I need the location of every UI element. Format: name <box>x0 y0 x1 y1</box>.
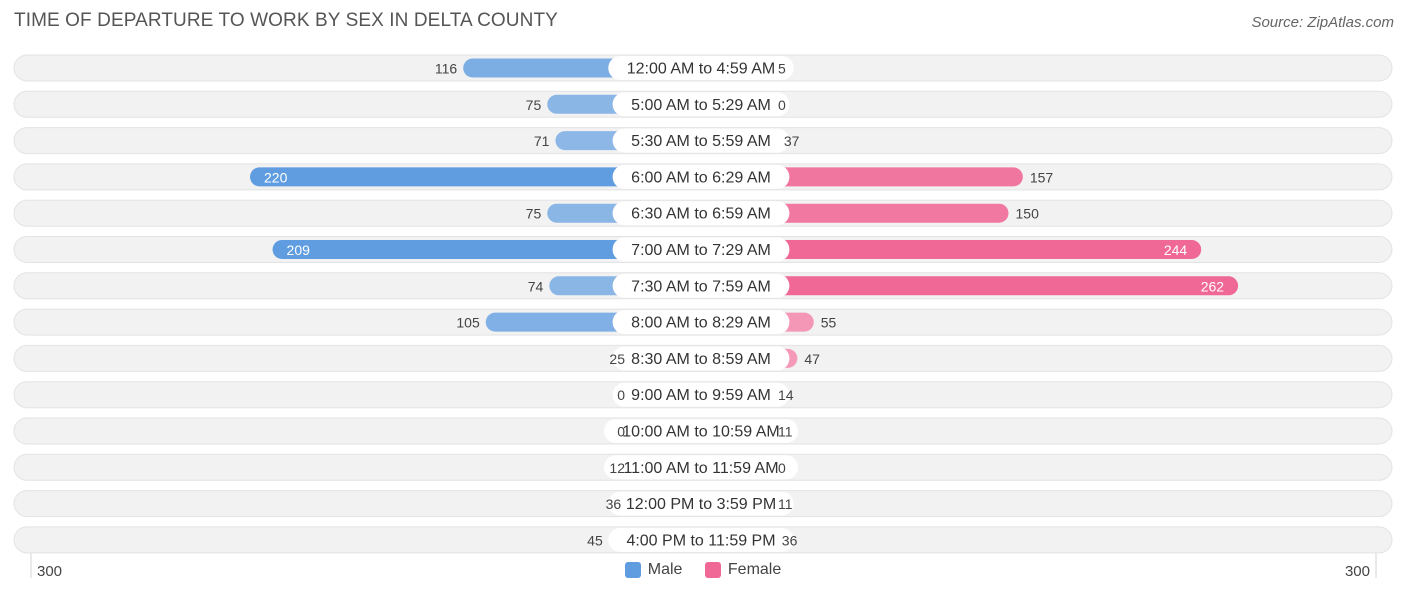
category-label-bg <box>612 201 790 226</box>
category-label-bg <box>608 527 794 552</box>
male-value-label: 71 <box>534 133 550 149</box>
category-label-bg <box>612 346 790 371</box>
male-value-label: 74 <box>528 278 544 294</box>
category-label: 6:30 AM to 6:59 AM <box>631 206 771 223</box>
legend-item-male[interactable]: Male <box>624 561 683 579</box>
legend-swatch-female <box>704 562 721 578</box>
category-label: 5:30 AM to 5:59 AM <box>631 133 771 150</box>
category-label-bg <box>604 419 798 443</box>
chart-title: TIME OF DEPARTURE TO WORK BY SEX IN DELT… <box>14 10 558 31</box>
female-value-label: 55 <box>821 315 837 331</box>
male-value-label: 220 <box>264 169 288 185</box>
category-label-bg <box>612 92 790 117</box>
male-value-label: 0 <box>617 424 625 440</box>
category-label-bg <box>612 382 790 407</box>
category-label-bg <box>612 164 790 189</box>
category-label: 12:00 PM to 3:59 PM <box>626 496 776 513</box>
legend-swatch-male <box>624 562 641 578</box>
female-value-label: 0 <box>778 460 786 476</box>
male-bar <box>250 167 701 187</box>
category-label: 11:00 AM to 11:59 AM <box>623 460 778 477</box>
category-label: 7:00 AM to 7:29 AM <box>631 242 771 259</box>
category-label-bg <box>604 455 798 480</box>
female-value-label: 11 <box>778 424 793 440</box>
female-value-label: 37 <box>784 133 800 149</box>
female-value-label: 262 <box>1201 278 1225 294</box>
male-value-label: 45 <box>587 532 603 548</box>
category-label: 6:00 AM to 6:29 AM <box>631 169 771 186</box>
male-value-label: 116 <box>435 61 458 77</box>
female-bar <box>701 276 1239 296</box>
female-value-label: 150 <box>1016 206 1040 222</box>
female-value-label: 11 <box>778 496 793 512</box>
female-value-label: 5 <box>778 61 786 77</box>
male-value-label: 209 <box>287 242 311 258</box>
legend: Male Female <box>0 561 1406 583</box>
category-label-bg <box>612 273 790 298</box>
axis-right-max-label: 300 <box>1344 563 1370 580</box>
male-value-label: 0 <box>617 387 625 403</box>
category-label: 12:00 AM to 4:59 AM <box>627 61 776 78</box>
male-value-label: 12 <box>609 460 625 476</box>
axis-left-max-label: 300 <box>37 563 63 580</box>
female-value-label: 47 <box>804 351 820 367</box>
female-value-label: 0 <box>778 97 786 113</box>
category-label: 10:00 AM to 10:59 AM <box>622 424 779 441</box>
male-value-label: 25 <box>609 351 625 367</box>
male-value-label: 75 <box>526 97 542 113</box>
male-value-label: 105 <box>456 315 480 331</box>
category-label-bg <box>608 491 794 516</box>
category-label: 8:00 AM to 8:29 AM <box>631 315 771 332</box>
legend-item-female[interactable]: Female <box>704 561 782 579</box>
category-label: 7:30 AM to 7:59 AM <box>631 278 771 295</box>
male-value-label: 75 <box>526 206 542 222</box>
female-value-label: 14 <box>778 387 794 403</box>
category-label-bg <box>608 56 794 80</box>
source-label: Source: ZipAtlas.com <box>1251 14 1394 31</box>
female-bar <box>701 240 1202 259</box>
male-value-label: 36 <box>606 496 622 512</box>
category-label: 4:00 PM to 11:59 PM <box>626 532 775 549</box>
male-bar <box>272 240 701 259</box>
legend-label-male: Male <box>647 561 683 578</box>
category-label: 5:00 AM to 5:29 AM <box>631 97 771 114</box>
female-value-label: 36 <box>782 532 798 548</box>
legend-label-female: Female <box>727 561 782 578</box>
category-label-bg <box>612 310 790 335</box>
category-label-bg <box>612 128 790 153</box>
category-label: 9:00 AM to 9:59 AM <box>631 387 771 404</box>
female-value-label: 244 <box>1164 242 1188 258</box>
category-label-bg <box>612 237 790 262</box>
category-label: 8:30 AM to 8:59 AM <box>631 351 771 368</box>
female-value-label: 157 <box>1030 169 1054 185</box>
